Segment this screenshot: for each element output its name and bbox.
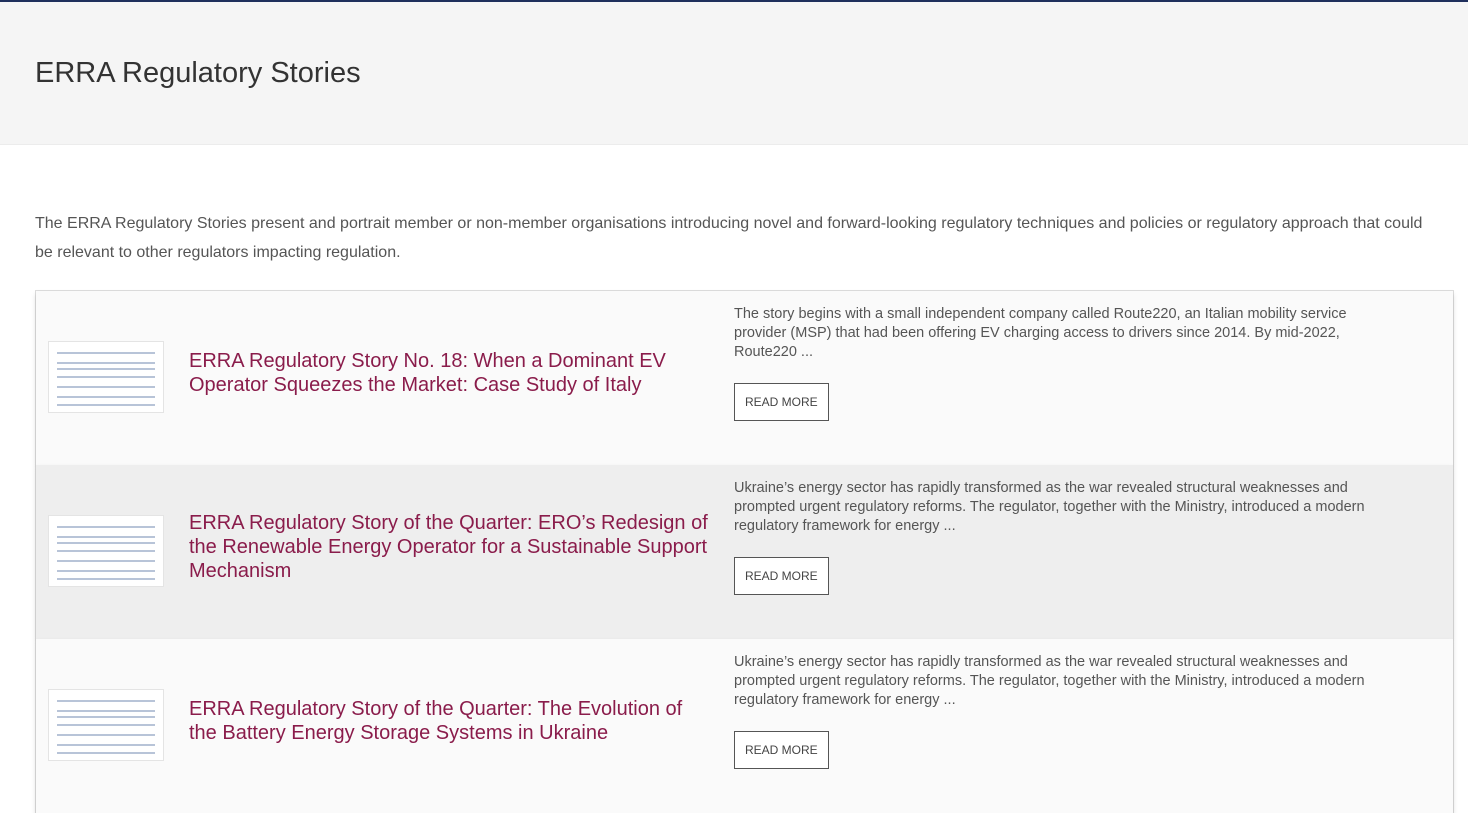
story-description: Ukraine’s energy sector has rapidly tran… [734,465,1394,639]
thumb-line [57,724,155,726]
thumb-line [57,526,155,528]
thumb-line [57,752,155,754]
thumb-line [57,560,155,562]
thumb-line [57,700,155,702]
thumb-line [57,710,155,712]
thumb-line [57,376,155,378]
thumb-line [57,352,155,354]
read-more-button[interactable]: READ MORE [734,731,829,769]
story-row: ERRA Regulatory Story of the Quarter: Th… [36,639,1453,813]
story-thumbnail[interactable] [48,689,164,761]
page: ERRA Regulatory Stories The ERRA Regulat… [0,0,1468,805]
story-row: ERRA Regulatory Story No. 18: When a Dom… [36,291,1453,465]
story-title[interactable]: ERRA Regulatory Story of the Quarter: ER… [189,511,709,583]
story-title[interactable]: ERRA Regulatory Story No. 18: When a Dom… [189,349,709,397]
thumb-line [57,404,155,406]
story-thumbnail[interactable] [48,341,164,413]
thumb-line [57,362,155,364]
thumb-line [57,386,155,388]
thumb-line [57,570,155,572]
story-list: ERRA Regulatory Story No. 18: When a Dom… [35,290,1454,813]
story-title[interactable]: ERRA Regulatory Story of the Quarter: Th… [189,697,709,745]
story-description: The story begins with a small independen… [734,291,1394,465]
story-description: Ukraine’s energy sector has rapidly tran… [734,639,1394,813]
thumb-line [57,744,155,746]
thumb-line [57,396,155,398]
thumb-line [57,716,155,718]
page-title: ERRA Regulatory Stories [0,2,1468,90]
thumb-line [57,578,155,580]
thumb-line [57,368,155,370]
story-excerpt: The story begins with a small independen… [734,305,1394,362]
story-thumbnail[interactable] [48,515,164,587]
intro-text: The ERRA Regulatory Stories present and … [35,209,1435,267]
thumb-line [57,542,155,544]
read-more-button[interactable]: READ MORE [734,383,829,421]
story-excerpt: Ukraine’s energy sector has rapidly tran… [734,479,1394,536]
header: ERRA Regulatory Stories [0,2,1468,145]
thumb-line [57,734,155,736]
story-excerpt: Ukraine’s energy sector has rapidly tran… [734,653,1394,710]
read-more-button[interactable]: READ MORE [734,557,829,595]
story-row: ERRA Regulatory Story of the Quarter: ER… [36,465,1453,639]
thumb-line [57,536,155,538]
thumb-line [57,550,155,552]
